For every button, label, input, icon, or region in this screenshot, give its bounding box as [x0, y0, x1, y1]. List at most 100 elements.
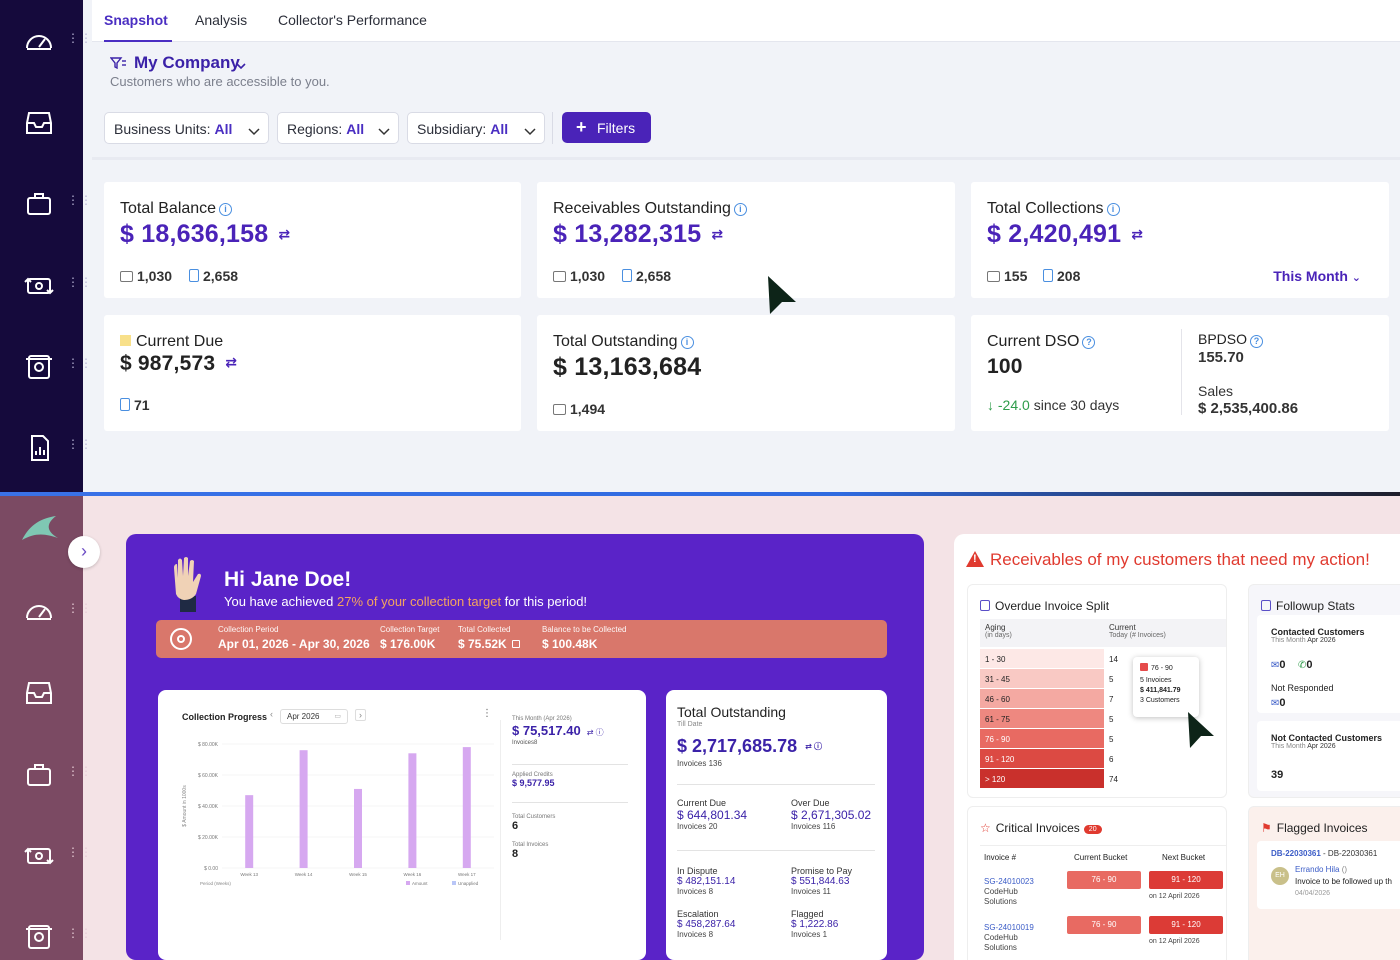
- info-icon[interactable]: i: [219, 203, 233, 216]
- dso-card[interactable]: Current DSO? 100 ↓ -24.0 since 30 days B…: [971, 315, 1389, 431]
- expand-sidebar-button[interactable]: ›: [68, 536, 100, 568]
- drag-handle-icon[interactable]: ⋮⋮: [67, 275, 93, 289]
- sidebar-item-portfolio[interactable]: ⋮⋮: [0, 184, 93, 224]
- column-header: Current Bucket: [1074, 853, 1128, 862]
- aging-row[interactable]: 91 - 120: [980, 749, 1104, 768]
- filter-label: Subsidiary:: [417, 121, 487, 137]
- aging-row[interactable]: 1 - 30: [980, 649, 1104, 668]
- subsidiary-filter[interactable]: Subsidiary: All: [407, 112, 545, 144]
- document-icon: [980, 600, 990, 611]
- sidebar-item-dashboard[interactable]: ⋮⋮: [0, 592, 93, 632]
- filter-label: Regions:: [287, 121, 343, 137]
- regions-filter[interactable]: Regions: All: [277, 112, 399, 144]
- chevron-left-icon[interactable]: ‹: [270, 709, 273, 719]
- swap-icon[interactable]: ⇄: [278, 226, 291, 242]
- bar: [462, 747, 471, 868]
- sidebar-item-payments[interactable]: ⋮⋮: [0, 836, 93, 876]
- invoice-link[interactable]: SG-24010019: [984, 923, 1034, 932]
- customer-count: 1,030: [120, 268, 172, 284]
- aging-row[interactable]: 76 - 90: [980, 729, 1104, 748]
- column-header: Invoice #: [984, 853, 1017, 862]
- brand-logo[interactable]: [20, 514, 60, 542]
- company-name[interactable]: My Company: [134, 53, 240, 72]
- drag-handle-icon[interactable]: ⋮⋮: [67, 764, 93, 778]
- inbox-icon: [24, 109, 54, 137]
- flagged-invoice-id[interactable]: DB-22030361 - DB-22030361: [1271, 849, 1378, 858]
- swap-icon[interactable]: ⇄: [711, 226, 724, 242]
- receivables-outstanding-card[interactable]: Receivables Outstanding i $ 13,282,315 ⇄ 1…: [537, 182, 955, 298]
- total-collections-card[interactable]: Total Collections i $ 2,420,491 ⇄ 155 208 …: [971, 182, 1389, 298]
- aging-row[interactable]: 61 - 75: [980, 709, 1104, 728]
- drag-handle-icon[interactable]: ⋮⋮: [67, 356, 93, 370]
- sidebar-item-inbox[interactable]: [0, 103, 83, 143]
- aging-row[interactable]: 46 - 60: [980, 689, 1104, 708]
- avatar: EH: [1271, 867, 1289, 885]
- separator: [512, 802, 628, 803]
- not-contacted-title: Not Contacted Customers This Month Apr 20…: [1271, 733, 1383, 750]
- promise-to-pay-stat[interactable]: Promise to Pay $ 551,844.63 Invoices 11: [791, 866, 853, 896]
- period-dropdown[interactable]: This Month ⌄: [1273, 268, 1361, 284]
- drag-handle-icon[interactable]: ⋮⋮: [67, 31, 93, 45]
- company-subtitle: Customers who are accessible to you.: [110, 74, 330, 89]
- filter-divider: [552, 112, 553, 144]
- swap-icon[interactable]: ⇄: [225, 354, 238, 370]
- more-options-icon[interactable]: ⋮: [482, 708, 492, 719]
- sidebar-item-dashboard[interactable]: ⋮⋮: [0, 22, 93, 62]
- total-outstanding-card[interactable]: Total Outstanding i $ 13,163,684 1,494: [537, 315, 955, 431]
- filters-button[interactable]: + Filters: [562, 112, 651, 143]
- document-icon: [1043, 269, 1053, 282]
- swap-icon: ⇄ ⓘ: [805, 742, 823, 751]
- not-contacted-box[interactable]: Not Contacted Customers This Month Apr 20…: [1257, 721, 1400, 791]
- business-units-filter[interactable]: Business Units: All: [104, 112, 269, 144]
- aging-row[interactable]: > 120: [980, 769, 1104, 788]
- escalation-stat[interactable]: Escalation $ 458,287.64 Invoices 8: [677, 909, 736, 939]
- dso-value: 100: [987, 355, 1023, 378]
- month-picker[interactable]: Apr 2026 ▭: [280, 709, 348, 724]
- swap-icon[interactable]: ⇄: [1131, 226, 1144, 242]
- sidebar-item-reports[interactable]: ⋮⋮: [0, 428, 93, 468]
- flagged-stat[interactable]: Flagged $ 1,222.86 Invoices 1: [791, 909, 839, 939]
- card-subtitle: Till Date: [677, 721, 703, 728]
- in-dispute-stat[interactable]: In Dispute $ 482,151.14 Invoices 8: [677, 866, 736, 896]
- sidebar-item-portfolio[interactable]: ⋮⋮: [0, 755, 93, 795]
- y-tick-label: $ 20.00K: [198, 835, 219, 841]
- aging-row[interactable]: 31 - 45: [980, 669, 1104, 688]
- tab-analysis[interactable]: Analysis: [195, 12, 248, 28]
- drag-handle-icon[interactable]: ⋮⋮: [67, 601, 93, 615]
- total-balance-card[interactable]: Total Balance i $ 18,636,158 ⇄ 1,030 2,658: [104, 182, 521, 298]
- separator: [677, 850, 875, 851]
- aging-count: 7: [1109, 695, 1114, 704]
- invoice-link[interactable]: SG-24010023: [984, 877, 1034, 886]
- chevron-right-icon[interactable]: ›: [355, 709, 366, 721]
- sidebar-item-payments[interactable]: ⋮⋮: [0, 266, 93, 306]
- info-icon[interactable]: i: [1106, 203, 1120, 216]
- current-due-card[interactable]: Current Due $ 987,573 ⇄ 71: [104, 315, 521, 431]
- y-tick-label: $ 60.00K: [198, 773, 219, 779]
- panel-header: Receivables of my customers that need my…: [966, 550, 1370, 570]
- drag-handle-icon[interactable]: ⋮⋮: [67, 437, 93, 451]
- bar: [408, 753, 417, 868]
- sidebar: ⋮⋮ ⋮⋮ ⋮⋮ ⋮⋮ ⋮⋮: [0, 0, 93, 493]
- drag-handle-icon[interactable]: ⋮⋮: [67, 926, 93, 940]
- tab-snapshot[interactable]: Snapshot: [104, 12, 168, 28]
- bpdso-value: 155.70: [1198, 349, 1244, 366]
- info-icon[interactable]: i: [733, 203, 747, 216]
- flagged-item[interactable]: DB-22030361 - DB-22030361 EH Errando Hil…: [1257, 841, 1400, 909]
- sidebar-item-inbox[interactable]: [0, 673, 83, 713]
- chevron-down-icon[interactable]: [235, 58, 247, 70]
- current-due-stat[interactable]: Current Due $ 644,801.34 Invoices 20: [677, 798, 748, 831]
- next-bucket: 91 - 120: [1149, 916, 1223, 934]
- sidebar-item-collections[interactable]: ⋮⋮: [0, 917, 93, 957]
- help-icon[interactable]: ?: [1082, 336, 1096, 349]
- speedometer-icon: [24, 28, 54, 56]
- sidebar-item-collections[interactable]: ⋮⋮: [0, 347, 93, 387]
- aging-count: 5: [1109, 675, 1114, 684]
- filter-value: All: [490, 121, 509, 137]
- tab-collectors-performance[interactable]: Collector's Performance: [278, 12, 427, 28]
- contacted-customers-box[interactable]: Contacted Customers This Month Apr 2026 ✉…: [1257, 615, 1400, 713]
- drag-handle-icon[interactable]: ⋮⋮: [67, 193, 93, 207]
- drag-handle-icon[interactable]: ⋮⋮: [67, 845, 93, 859]
- card-title: Total Outstanding: [677, 704, 786, 720]
- info-icon[interactable]: i: [680, 336, 694, 349]
- over-due-stat[interactable]: Over Due $ 2,671,305.02 Invoices 116: [791, 798, 872, 831]
